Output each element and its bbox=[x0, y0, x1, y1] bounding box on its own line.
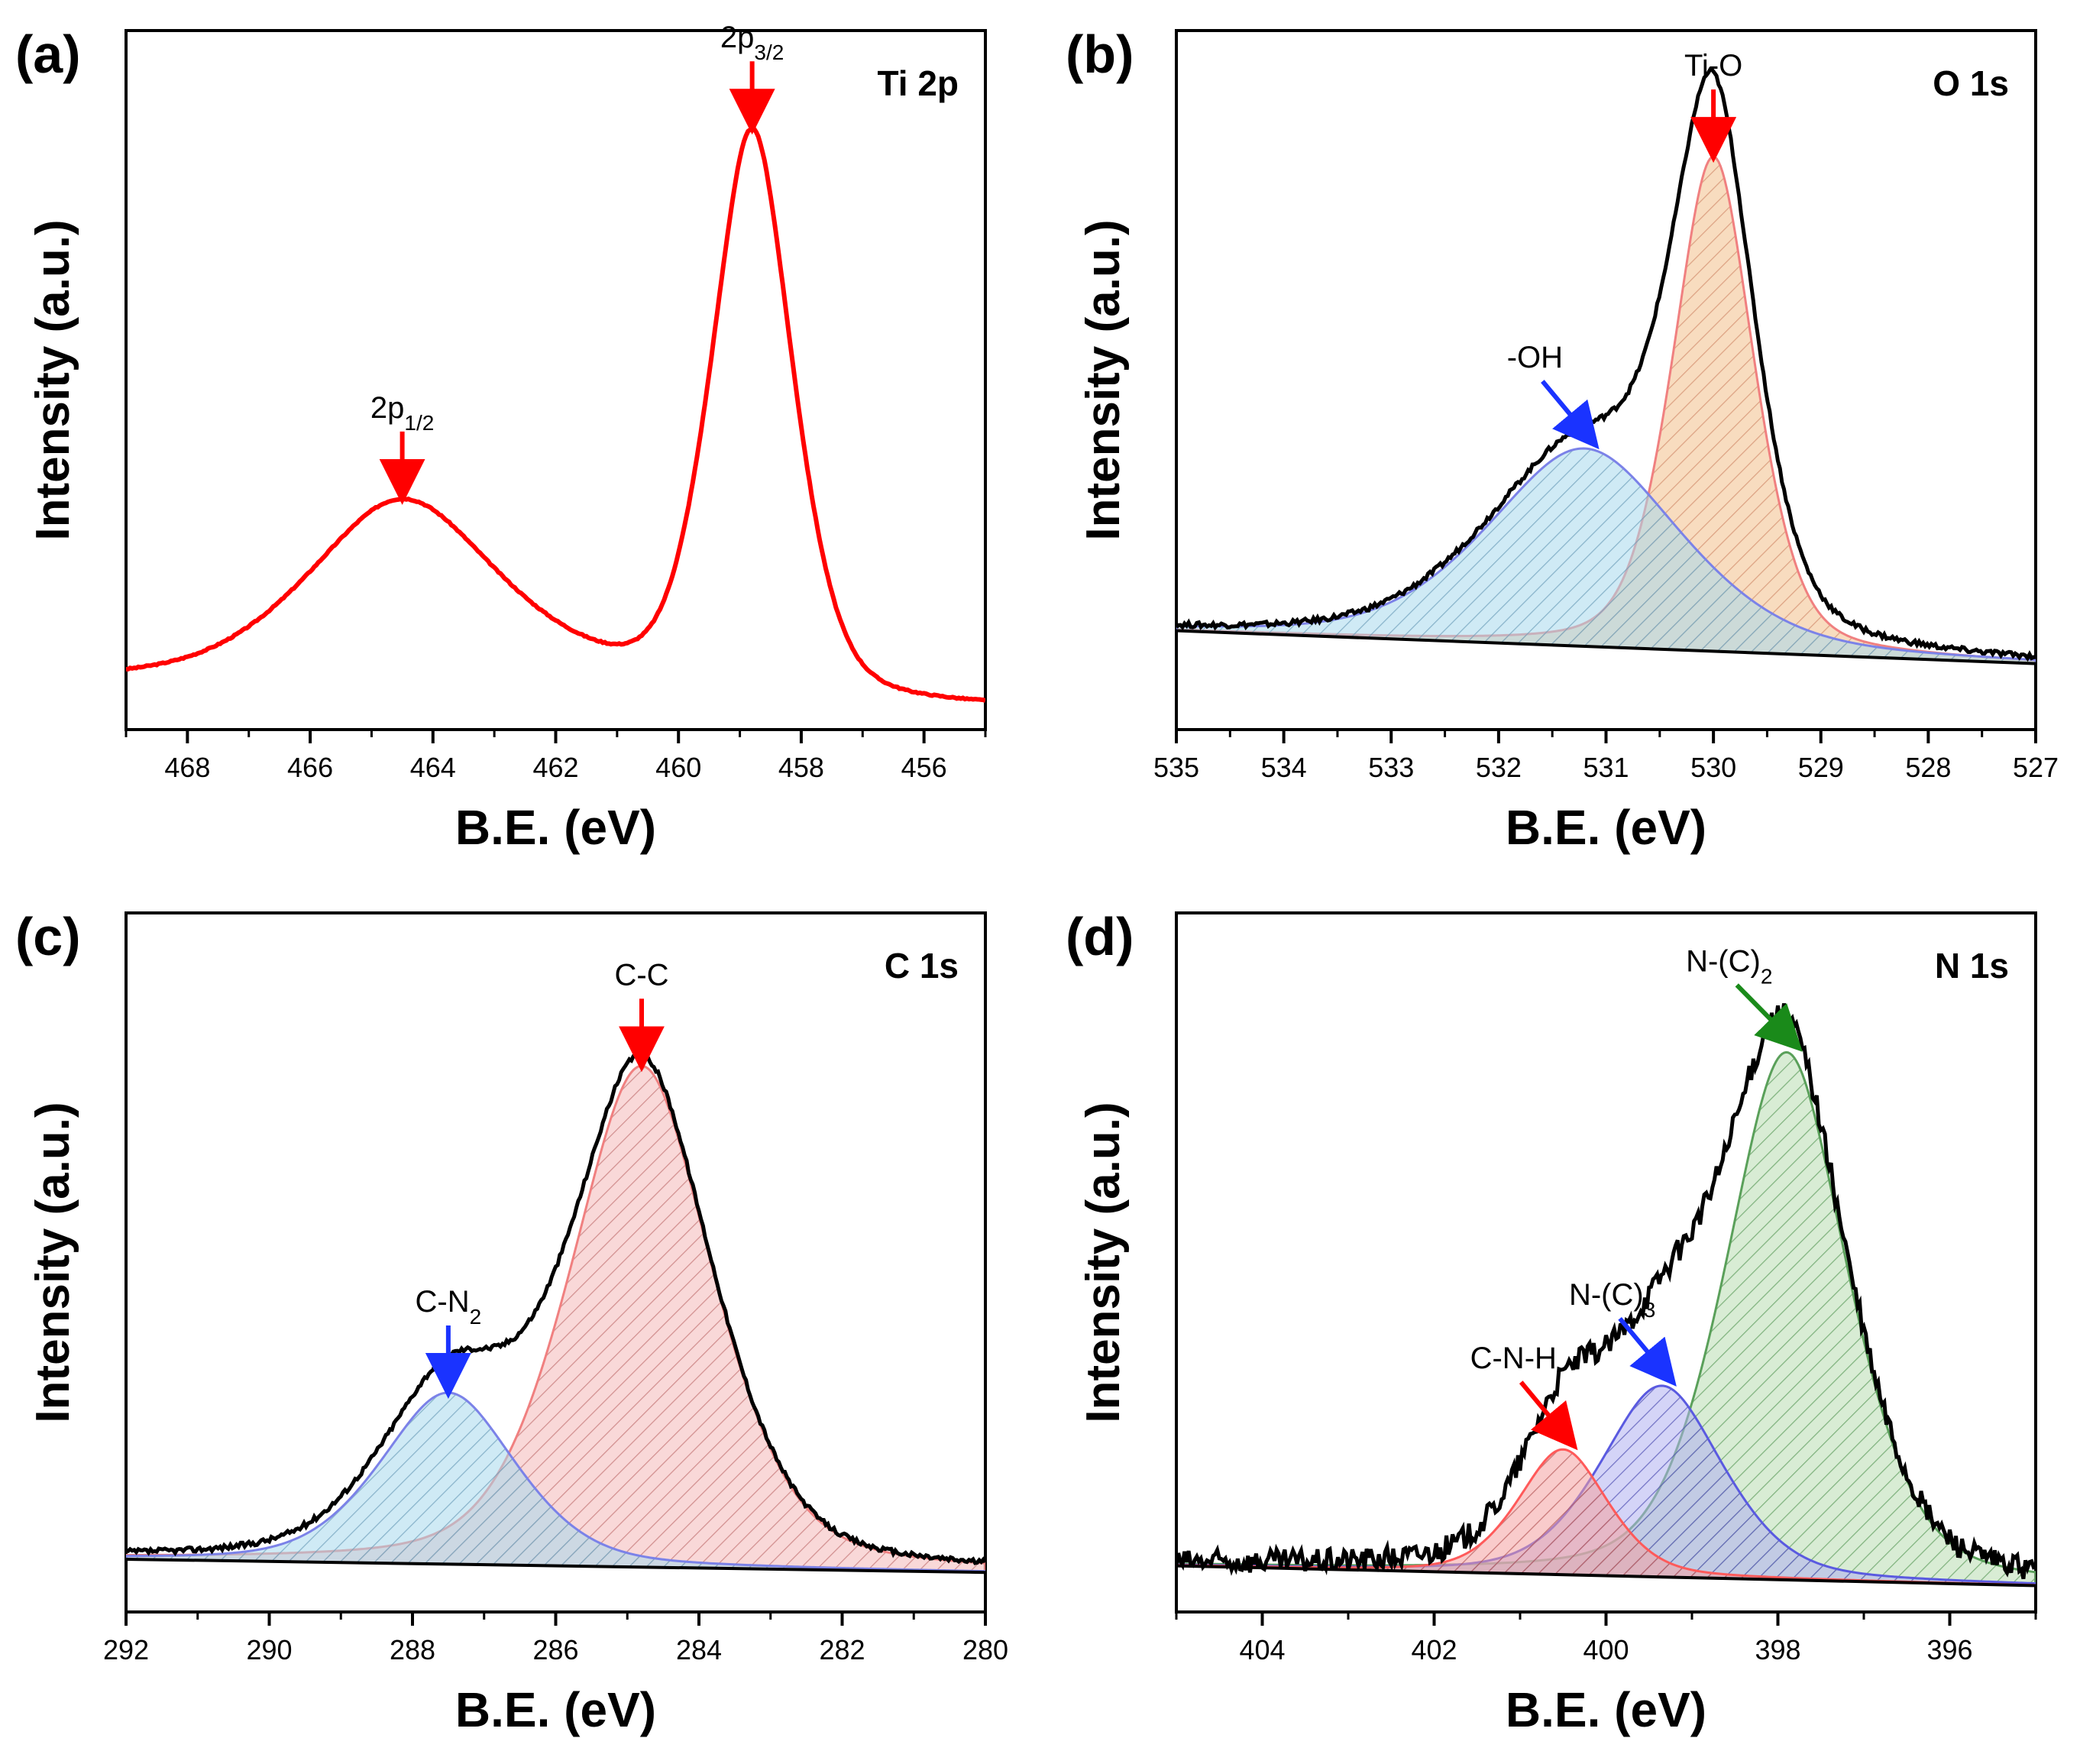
x-tick-label: 402 bbox=[1411, 1634, 1457, 1665]
x-axis-label: B.E. (eV) bbox=[1506, 1682, 1706, 1737]
panel-label: (c) bbox=[15, 907, 81, 966]
panel-label: (b) bbox=[1066, 24, 1134, 84]
x-tick-label: 530 bbox=[1690, 752, 1736, 783]
peak-label: C-N2 bbox=[416, 1285, 482, 1329]
peak-label: 2p3/2 bbox=[720, 21, 784, 64]
plot-area bbox=[126, 1050, 985, 1575]
annotation-arrow bbox=[1519, 1380, 1578, 1451]
y-axis-label: Intensity (a.u.) bbox=[1077, 219, 1130, 540]
x-tick-label: 468 bbox=[164, 752, 210, 783]
peak-label: N-(C)3 bbox=[1569, 1278, 1655, 1322]
plot-area bbox=[126, 126, 985, 704]
baseline bbox=[1176, 629, 2036, 665]
x-axis-label: B.E. (eV) bbox=[455, 800, 656, 855]
x-tick-label: 456 bbox=[901, 752, 947, 783]
x-tick-label: 282 bbox=[819, 1634, 865, 1665]
peak-label: 2p1/2 bbox=[370, 391, 434, 435]
plot-area bbox=[1176, 1003, 2036, 1588]
x-tick-label: 400 bbox=[1583, 1634, 1629, 1665]
component-hatch-c-c bbox=[126, 1064, 985, 1574]
x-tick-label: 280 bbox=[962, 1634, 1008, 1665]
panel-label: (a) bbox=[15, 24, 81, 84]
panel-a: 468 466 464 462 460 458 456 B.E. (eV) Intensity … bbox=[15, 21, 987, 855]
component-hatch--oh bbox=[1176, 447, 2036, 665]
y-axis-label: Intensity (a.u.) bbox=[27, 1102, 79, 1423]
panel-c: 292 290 288 286 284 282 280 B.E. (eV) Intensity … bbox=[15, 907, 1008, 1737]
x-axis-label: B.E. (eV) bbox=[455, 1682, 656, 1737]
panel-label: (d) bbox=[1066, 907, 1134, 966]
x-tick-label: 286 bbox=[532, 1634, 578, 1665]
peak-label: -OH bbox=[1507, 341, 1563, 374]
spectrum-tag: C 1s bbox=[885, 946, 959, 986]
panel-b: 535 534 533 532 531 530 529 528 527 B.E. (eV) Inte… bbox=[1066, 24, 2059, 855]
x-tick-label: 458 bbox=[778, 752, 824, 783]
x-tick-label: 529 bbox=[1798, 752, 1844, 783]
annotation-arrow bbox=[1541, 380, 1600, 450]
ti-2p-curve bbox=[126, 126, 985, 704]
x-tick-label: 532 bbox=[1476, 752, 1522, 783]
measured-curve bbox=[126, 1050, 985, 1565]
x-tick-label: 398 bbox=[1755, 1634, 1800, 1665]
panel-d: 404 402 400 398 396 B.E. (eV) Intensity (a.u.)… bbox=[1066, 907, 2037, 1737]
annotation-arrow bbox=[1618, 1316, 1677, 1387]
measured-curve bbox=[1176, 1003, 2036, 1580]
x-axis-label: B.E. (eV) bbox=[1506, 800, 1706, 855]
measured-curve bbox=[1176, 66, 2036, 662]
x-tick-label: 535 bbox=[1153, 752, 1199, 783]
x-tick-label: 460 bbox=[655, 752, 701, 783]
x-tick-label: 534 bbox=[1261, 752, 1307, 783]
x-tick-label: 292 bbox=[103, 1634, 149, 1665]
x-tick-label: 531 bbox=[1583, 752, 1629, 783]
x-tick-label: 404 bbox=[1239, 1634, 1285, 1665]
x-tick-label: 527 bbox=[2013, 752, 2059, 783]
plot-frame bbox=[125, 29, 987, 731]
peak-label: Ti-O bbox=[1684, 49, 1742, 83]
spectrum-tag: N 1s bbox=[1935, 946, 2009, 986]
y-axis-label: Intensity (a.u.) bbox=[27, 219, 79, 540]
y-axis-label: Intensity (a.u.) bbox=[1077, 1102, 1130, 1423]
peak-label: N-(C)2 bbox=[1686, 944, 1772, 988]
x-tick-label: 533 bbox=[1368, 752, 1414, 783]
baseline bbox=[126, 1557, 985, 1575]
x-tick-label: 290 bbox=[246, 1634, 292, 1665]
spectrum-tag: Ti 2p bbox=[877, 63, 959, 103]
plot-area bbox=[1176, 66, 2036, 665]
x-tick-label: 284 bbox=[676, 1634, 722, 1665]
x-tick-label: 528 bbox=[1905, 752, 1951, 783]
x-tick-label: 396 bbox=[1926, 1634, 1972, 1665]
x-tick-label: 288 bbox=[390, 1634, 435, 1665]
peak-label: C-N-H bbox=[1470, 1342, 1557, 1375]
x-tick-label: 466 bbox=[287, 752, 333, 783]
peak-label: C-C bbox=[614, 958, 668, 992]
x-tick-label: 464 bbox=[410, 752, 456, 783]
annotation-arrow bbox=[1735, 983, 1803, 1052]
x-tick-label: 462 bbox=[532, 752, 578, 783]
spectrum-tag: O 1s bbox=[1933, 63, 2009, 103]
